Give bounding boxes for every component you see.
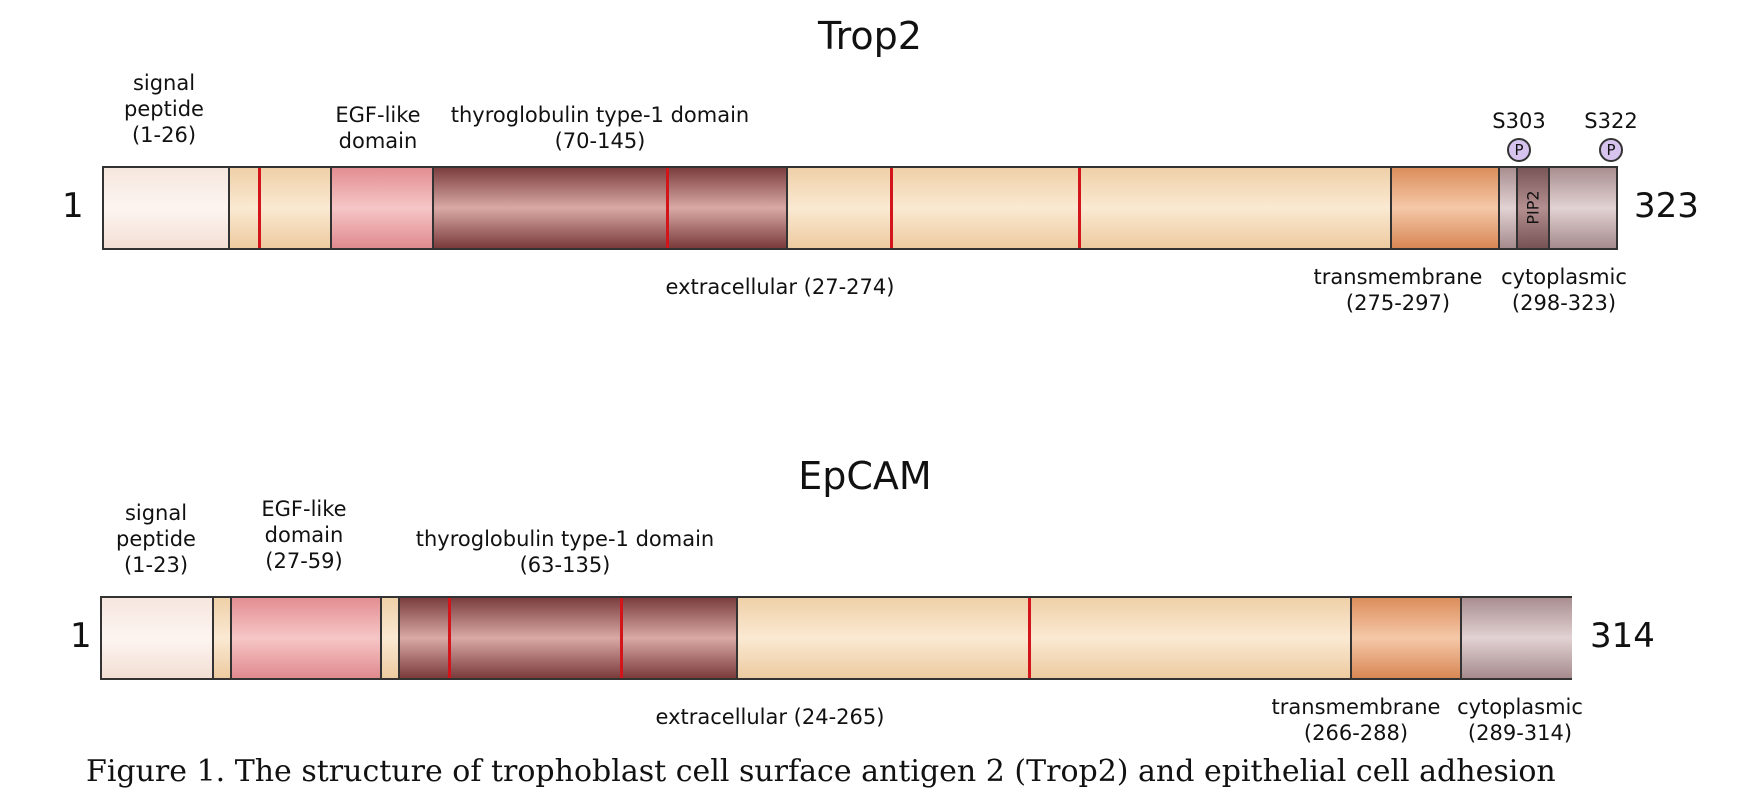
trop2-pip2-label: PIP2 bbox=[1523, 190, 1543, 225]
epcam-thyroglobulin-segment bbox=[398, 598, 738, 678]
trop2-signal-label: signal peptide (1-26) bbox=[124, 71, 204, 147]
epcam-end-number: 314 bbox=[1590, 616, 1655, 656]
epcam-thyroglobulin-label: thyroglobulin type-1 domain (63-135) bbox=[415, 527, 715, 577]
epcam-protein-bar bbox=[100, 596, 1572, 680]
epcam-start-number: 1 bbox=[70, 616, 92, 656]
epcam-extracellular-segment bbox=[382, 598, 398, 678]
trop2-extracellular-label: extracellular (27-274) bbox=[665, 275, 895, 299]
trop2-disulfide-line bbox=[1078, 168, 1081, 248]
trop2-transmembrane-segment bbox=[1390, 168, 1498, 248]
trop2-thyroglobulin-label: thyroglobulin type-1 domain (70-145) bbox=[450, 103, 750, 153]
epcam-divider bbox=[212, 598, 214, 678]
epcam-transmembrane-label: transmembrane (266-288) bbox=[1271, 695, 1441, 745]
trop2-end-number: 323 bbox=[1634, 186, 1699, 226]
trop2-s303-label: S303 bbox=[1492, 109, 1546, 133]
trop2-disulfide-line bbox=[258, 168, 261, 248]
figure-caption: Figure 1. The structure of trophoblast c… bbox=[86, 754, 1556, 789]
trop2-egf-segment bbox=[330, 168, 432, 248]
epcam-egf-label: EGF-like domain (27-59) bbox=[261, 497, 347, 573]
trop2-phospho-s303-icon: P bbox=[1507, 138, 1531, 162]
trop2-egf-label: EGF-like domain bbox=[335, 103, 421, 153]
epcam-disulfide-line bbox=[448, 598, 451, 678]
epcam-signal-segment bbox=[102, 598, 212, 678]
trop2-start-number: 1 bbox=[62, 186, 84, 226]
trop2-cytoplasmic-label: cytoplasmic (298-323) bbox=[1501, 265, 1627, 315]
epcam-extracellular-label: extracellular (24-265) bbox=[655, 705, 885, 729]
epcam-transmembrane-segment bbox=[1350, 598, 1460, 678]
epcam-disulfide-line bbox=[620, 598, 623, 678]
epcam-extracellular-segment bbox=[214, 598, 230, 678]
epcam-signal-label: signal peptide (1-23) bbox=[116, 501, 196, 577]
epcam-cytoplasmic-label: cytoplasmic (289-314) bbox=[1457, 695, 1583, 745]
trop2-s322-label: S322 bbox=[1584, 109, 1638, 133]
trop2-phospho-s322-icon: P bbox=[1599, 138, 1623, 162]
trop2-extracellular-segment bbox=[788, 168, 1390, 248]
trop2-signal-segment bbox=[104, 168, 228, 248]
epcam-disulfide-line bbox=[1028, 598, 1031, 678]
trop2-disulfide-line bbox=[666, 168, 669, 248]
epcam-title: EpCAM bbox=[798, 454, 932, 498]
trop2-transmembrane-label: transmembrane (275-297) bbox=[1313, 265, 1483, 315]
trop2-thyroglobulin-segment bbox=[432, 168, 788, 248]
trop2-disulfide-line bbox=[890, 168, 893, 248]
epcam-cytoplasmic-segment bbox=[1460, 598, 1572, 678]
trop2-title: Trop2 bbox=[818, 14, 922, 58]
epcam-egf-segment bbox=[230, 598, 382, 678]
epcam-extracellular-segment bbox=[738, 598, 1350, 678]
trop2-extracellular-segment bbox=[230, 168, 330, 248]
trop2-divider bbox=[228, 168, 230, 248]
trop2-protein-bar: PIP2 bbox=[102, 166, 1618, 250]
trop2-pip2-segment bbox=[1516, 168, 1550, 248]
